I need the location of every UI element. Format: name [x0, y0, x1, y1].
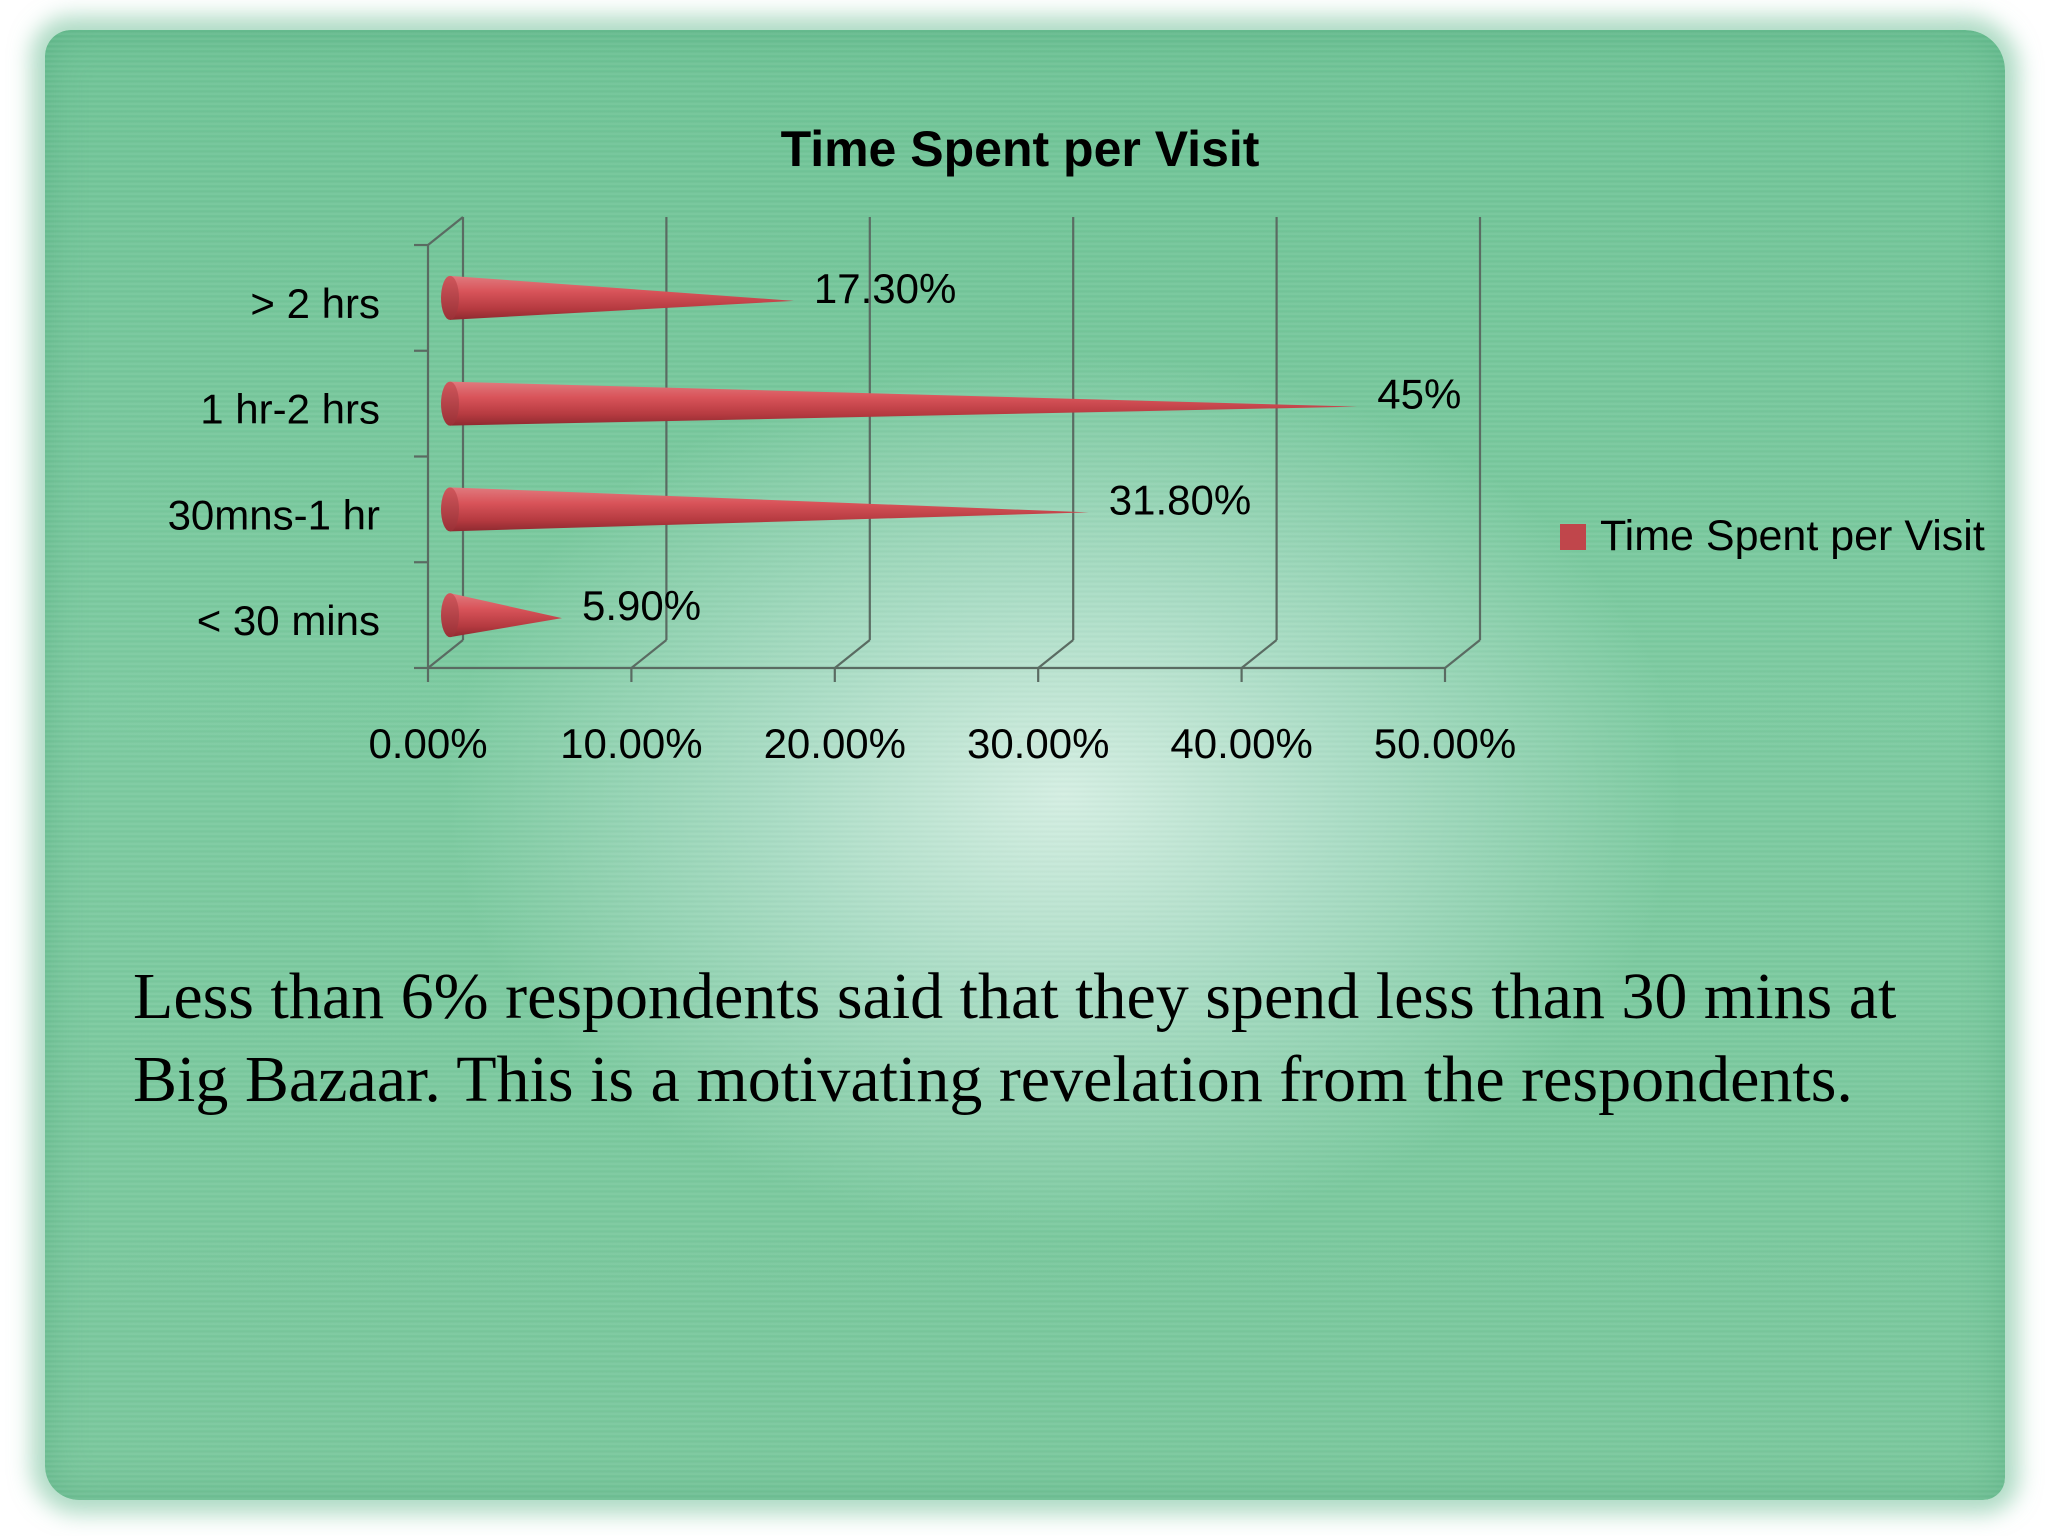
cone-base	[441, 487, 459, 532]
data-label: 17.30%	[814, 265, 956, 312]
floor-gridline	[1037, 639, 1074, 669]
data-label: 5.90%	[582, 582, 701, 629]
legend-label: Time Spent per Visit	[1600, 512, 1985, 560]
data-label: 45%	[1377, 371, 1461, 418]
cone-base	[441, 381, 459, 426]
cone-bar	[450, 487, 1089, 532]
floor-gridline	[630, 639, 668, 669]
floor-gridline	[427, 639, 464, 669]
x-tick-label: 40.00%	[1170, 720, 1312, 767]
cone-base	[441, 275, 459, 320]
body-text: Less than 6% respondents said that they …	[133, 960, 1897, 1116]
y-category-label: 30mns-1 hr	[168, 491, 380, 538]
y-category-label: < 30 mins	[197, 597, 380, 644]
chart-legend: Time Spent per Visit	[1560, 512, 1985, 561]
cone-bar	[450, 381, 1358, 426]
x-tick-label: 50.00%	[1374, 720, 1516, 767]
y-category-label: 1 hr-2 hrs	[200, 386, 380, 433]
chart-title: Time Spent per Visit	[780, 121, 1260, 177]
floor-gridline	[834, 639, 871, 669]
cone-bar	[450, 593, 563, 638]
floor-gridline	[1240, 639, 1278, 669]
y-category-label: > 2 hrs	[250, 280, 380, 327]
data-label: 31.80%	[1109, 476, 1251, 523]
floor-gridline	[1444, 639, 1481, 669]
cone-bar	[450, 275, 794, 320]
y-axis-top-edge	[427, 216, 464, 246]
x-tick-label: 10.00%	[560, 720, 702, 767]
x-tick-label: 30.00%	[967, 720, 1109, 767]
x-tick-label: 0.00%	[368, 720, 487, 767]
cone-base	[441, 593, 459, 638]
x-tick-label: 20.00%	[764, 720, 906, 767]
legend-swatch	[1560, 523, 1586, 550]
green-background-panel	[45, 30, 2005, 1500]
